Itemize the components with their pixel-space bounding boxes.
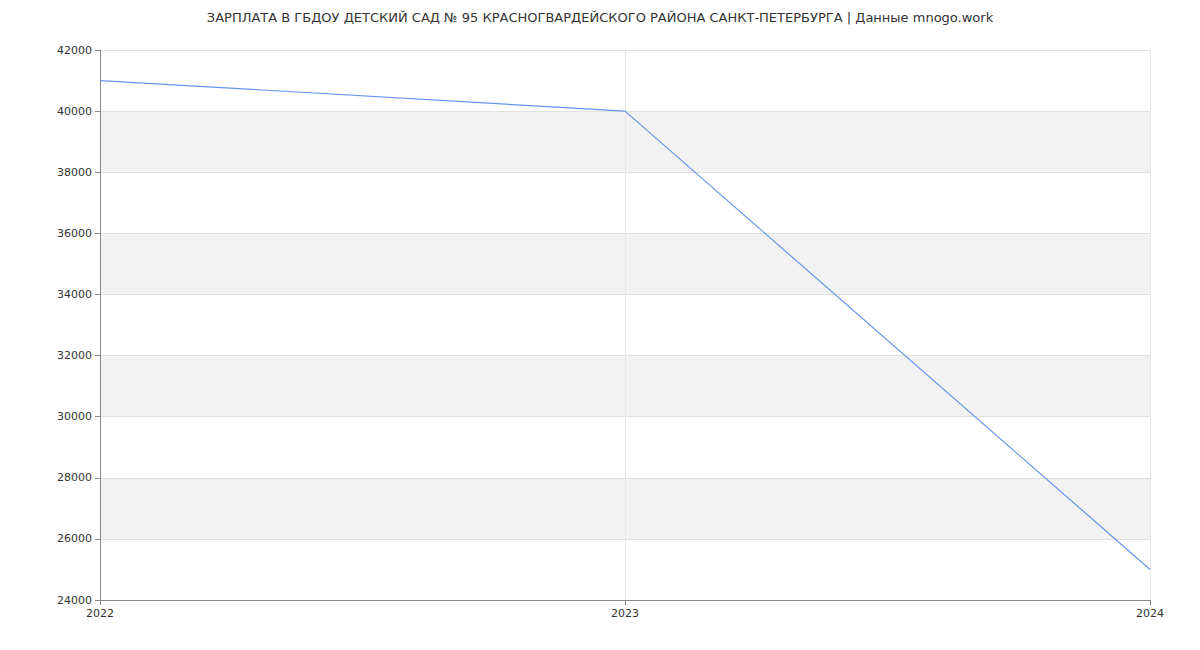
svg-text:2023: 2023: [611, 607, 639, 620]
svg-text:ЗАРПЛАТА В ГБДОУ ДЕТСКИЙ САД №: ЗАРПЛАТА В ГБДОУ ДЕТСКИЙ САД № 95 КРАСНО…: [207, 10, 994, 25]
svg-text:32000: 32000: [57, 349, 92, 362]
svg-text:30000: 30000: [57, 410, 92, 423]
svg-text:28000: 28000: [57, 471, 92, 484]
svg-text:26000: 26000: [57, 532, 92, 545]
svg-text:2022: 2022: [86, 607, 114, 620]
svg-text:42000: 42000: [57, 44, 92, 57]
svg-text:24000: 24000: [57, 594, 92, 607]
svg-text:36000: 36000: [57, 227, 92, 240]
svg-text:40000: 40000: [57, 105, 92, 118]
svg-text:38000: 38000: [57, 166, 92, 179]
svg-text:2024: 2024: [1136, 607, 1164, 620]
svg-text:34000: 34000: [57, 288, 92, 301]
